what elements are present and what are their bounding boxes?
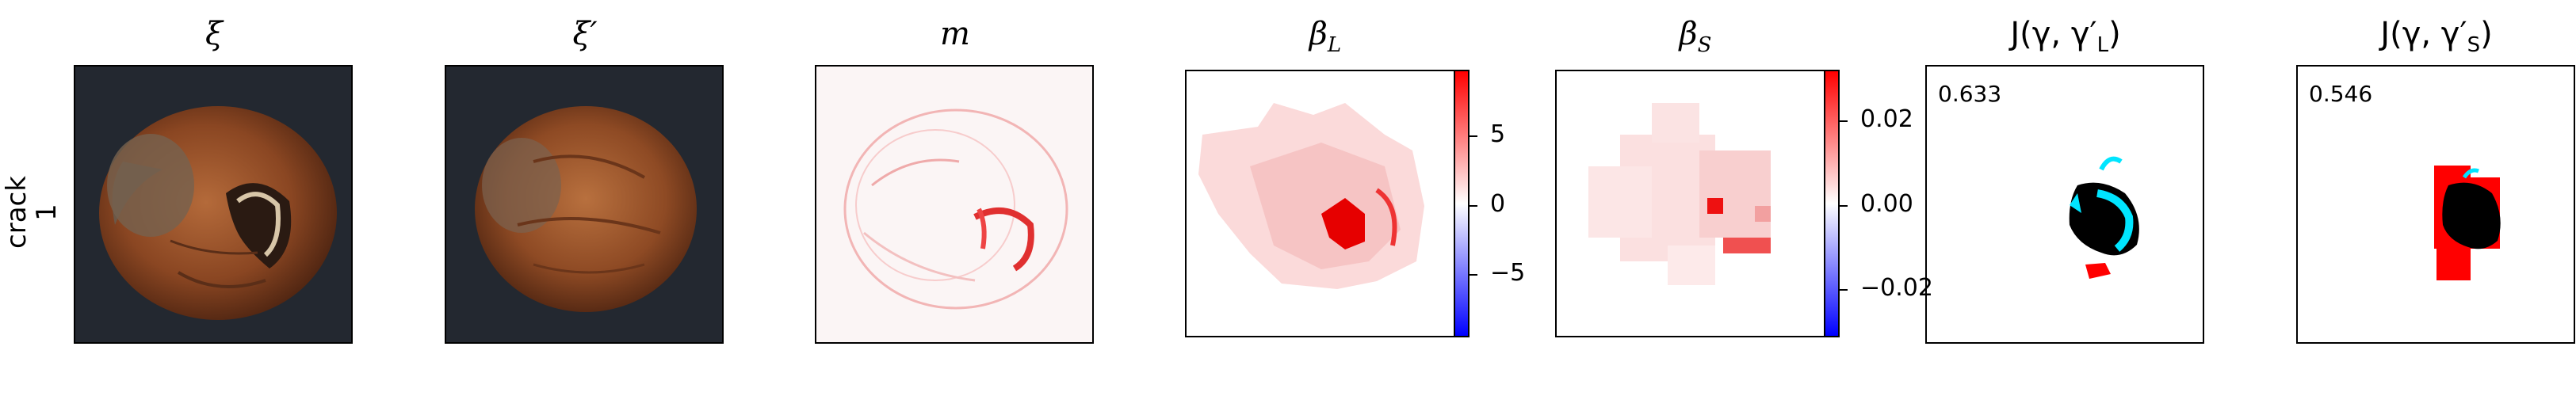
- row-label-index: 1: [32, 133, 62, 291]
- cbar-s-tick-bottom: −0.02: [1860, 274, 1933, 302]
- cbar-s-tick-top: 0.02: [1860, 105, 1913, 133]
- colorbar-beta-l: [1454, 70, 1470, 337]
- panel-beta-l: [1185, 70, 1464, 337]
- row-label: crack 1: [2, 133, 62, 291]
- colorbar-beta-s: [1824, 70, 1840, 337]
- panel-jaccard-s: 0.546: [2296, 65, 2575, 344]
- title-beta-s: βS: [1529, 14, 1862, 65]
- hazelnut-reconstruction: [446, 67, 724, 344]
- mask-overlay-s: [2298, 67, 2575, 344]
- grid-attribution-s: [1557, 71, 1834, 337]
- difference-map: [816, 67, 1094, 344]
- title-jaccard-s: J(γ, γ′S): [2270, 14, 2576, 65]
- jaccard-s-score: 0.546: [2309, 81, 2372, 107]
- title-xi-prime: ξ′: [419, 14, 751, 54]
- panel-jaccard-l: 0.633: [1925, 65, 2204, 344]
- hazelnut-image: [75, 67, 353, 344]
- panel-xi-prime: [445, 65, 724, 344]
- panel-beta-s: [1555, 70, 1834, 337]
- panel-xi: [74, 65, 353, 344]
- title-beta-l: βL: [1159, 14, 1492, 65]
- row-label-class: crack: [2, 133, 32, 291]
- cbar-s-tick-mid: 0.00: [1860, 190, 1913, 218]
- panel-m: [815, 65, 1094, 344]
- cbar-l-tick-bottom: −5: [1490, 259, 1525, 287]
- cbar-l-tick-top: 5: [1490, 120, 1505, 148]
- title-jaccard-l: J(γ, γ′L): [1899, 14, 2232, 65]
- title-m: m: [789, 14, 1122, 54]
- superpixel-attribution-l: [1187, 71, 1464, 337]
- jaccard-l-score: 0.633: [1938, 81, 2001, 107]
- title-xi: ξ: [48, 14, 380, 54]
- mask-overlay-l: [1927, 67, 2204, 344]
- cbar-l-tick-mid: 0: [1490, 190, 1505, 218]
